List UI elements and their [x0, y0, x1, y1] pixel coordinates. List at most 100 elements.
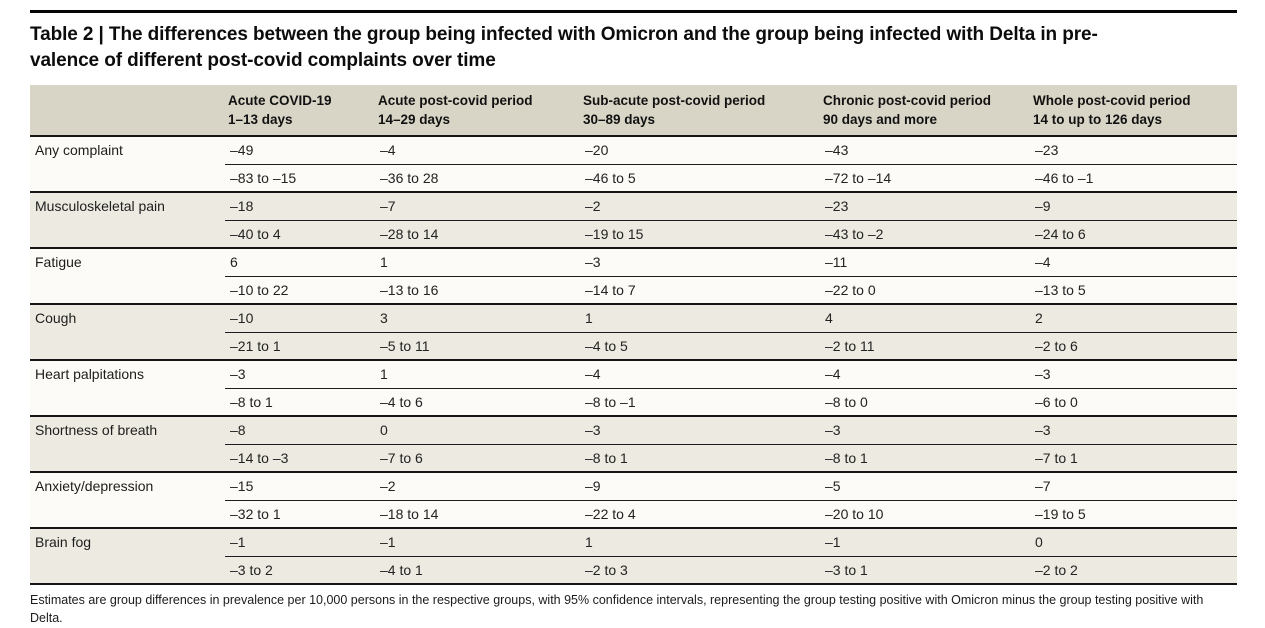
interval-cell: –8 to 1	[820, 444, 1030, 473]
estimate-cell: –3	[820, 416, 1030, 445]
complaint-label: Shortness of breath	[30, 416, 225, 473]
confidence-interval-row: –32 to 1 –18 to 14 –22 to 4 –20 to 10 –1…	[30, 500, 1237, 529]
interval-cell: –8 to –1	[580, 388, 820, 417]
estimate-cell: 4	[820, 304, 1030, 333]
column-label: Acute post-covid period	[378, 93, 533, 108]
column-label: Chronic post-covid period	[823, 93, 992, 108]
corner-cell	[30, 85, 225, 137]
estimate-cell: –3	[1030, 360, 1237, 389]
complaint-label: Musculoskeletal pain	[30, 192, 225, 249]
confidence-interval-row: –83 to –15 –36 to 28 –46 to 5 –72 to –14…	[30, 164, 1237, 193]
complaint-label: Cough	[30, 304, 225, 361]
estimate-row: Brain fog –1 –1 1 –1 0	[30, 528, 1237, 585]
interval-cell: –7 to 1	[1030, 444, 1237, 473]
estimate-cell: –3	[225, 360, 375, 389]
estimate-cell: –5	[820, 472, 1030, 501]
interval-cell: –5 to 11	[375, 332, 580, 361]
interval-cell: –14 to 7	[580, 276, 820, 305]
estimate-cell: –4	[375, 136, 580, 165]
estimate-cell: –3	[1030, 416, 1237, 445]
interval-cell: –2 to 2	[1030, 556, 1237, 585]
table-body: Any complaint –49 –4 –20 –43 –23 –83 to …	[30, 136, 1237, 585]
interval-cell: –40 to 4	[225, 220, 375, 249]
estimate-row: Heart palpitations –3 1 –4 –4 –3	[30, 360, 1237, 417]
estimate-cell: 0	[1030, 528, 1237, 557]
interval-cell: –13 to 16	[375, 276, 580, 305]
table-footnote: Estimates are group differences in preva…	[30, 593, 1204, 625]
complaint-label: Fatigue	[30, 248, 225, 305]
confidence-interval-row: –21 to 1 –5 to 11 –4 to 5 –2 to 11 –2 to…	[30, 332, 1237, 361]
estimate-cell: –4	[580, 360, 820, 389]
estimate-cell: –23	[1030, 136, 1237, 165]
estimate-cell: 1	[580, 304, 820, 333]
interval-cell: –18 to 14	[375, 500, 580, 529]
interval-cell: –24 to 6	[1030, 220, 1237, 249]
interval-cell: –21 to 1	[225, 332, 375, 361]
estimate-cell: –11	[820, 248, 1030, 277]
estimate-cell: –20	[580, 136, 820, 165]
interval-cell: –10 to 22	[225, 276, 375, 305]
interval-cell: –46 to –1	[1030, 164, 1237, 193]
estimate-row: Shortness of breath –8 0 –3 –3 –3	[30, 416, 1237, 473]
interval-cell: –4 to 6	[375, 388, 580, 417]
complaint-label: Any complaint	[30, 136, 225, 193]
table-header-row: Acute COVID-19 1–13 days Acute post-covi…	[30, 85, 1237, 137]
estimate-cell: –9	[1030, 192, 1237, 221]
interval-cell: –22 to 4	[580, 500, 820, 529]
estimate-cell: –4	[1030, 248, 1237, 277]
top-rule	[30, 10, 1237, 13]
interval-cell: –32 to 1	[225, 500, 375, 529]
estimate-cell: –49	[225, 136, 375, 165]
estimate-cell: –3	[580, 248, 820, 277]
interval-cell: –2 to 3	[580, 556, 820, 585]
estimate-cell: –1	[225, 528, 375, 557]
table-title: Table 2 | The differences between the gr…	[30, 22, 1237, 74]
interval-cell: –2 to 6	[1030, 332, 1237, 361]
estimate-cell: –9	[580, 472, 820, 501]
interval-cell: –22 to 0	[820, 276, 1030, 305]
interval-cell: –4 to 1	[375, 556, 580, 585]
column-header-acute-post-covid: Acute post-covid period 14–29 days	[375, 85, 580, 137]
estimate-cell: –7	[375, 192, 580, 221]
interval-cell: –13 to 5	[1030, 276, 1237, 305]
estimate-cell: –23	[820, 192, 1030, 221]
confidence-interval-row: –14 to –3 –7 to 6 –8 to 1 –8 to 1 –7 to …	[30, 444, 1237, 473]
estimate-cell: 1	[580, 528, 820, 557]
column-header-sub-acute-post-covid: Sub-acute post-covid period 30–89 days	[580, 85, 820, 137]
estimate-row: Musculoskeletal pain –18 –7 –2 –23 –9	[30, 192, 1237, 249]
estimate-cell: –4	[820, 360, 1030, 389]
estimate-cell: 3	[375, 304, 580, 333]
estimate-cell: 2	[1030, 304, 1237, 333]
estimate-cell: –10	[225, 304, 375, 333]
complaint-label: Brain fog	[30, 528, 225, 585]
estimate-row: Any complaint –49 –4 –20 –43 –23	[30, 136, 1237, 193]
column-sublabel: 14–29 days	[378, 112, 451, 127]
estimate-cell: –18	[225, 192, 375, 221]
interval-cell: –14 to –3	[225, 444, 375, 473]
table-title-line-2: valence of different post-covid complain…	[30, 50, 496, 71]
confidence-interval-row: –40 to 4 –28 to 14 –19 to 15 –43 to –2 –…	[30, 220, 1237, 249]
interval-cell: –72 to –14	[820, 164, 1030, 193]
interval-cell: –8 to 1	[580, 444, 820, 473]
estimate-cell: –3	[580, 416, 820, 445]
estimate-cell: 6	[225, 248, 375, 277]
interval-cell: –28 to 14	[375, 220, 580, 249]
column-sublabel: 14 to up to 126 days	[1033, 112, 1163, 127]
interval-cell: –46 to 5	[580, 164, 820, 193]
interval-cell: –36 to 28	[375, 164, 580, 193]
complaint-label: Heart palpitations	[30, 360, 225, 417]
table-header: Acute COVID-19 1–13 days Acute post-covi…	[30, 85, 1237, 137]
interval-cell: –3 to 2	[225, 556, 375, 585]
estimate-row: Fatigue 6 1 –3 –11 –4	[30, 248, 1237, 305]
results-table: Acute COVID-19 1–13 days Acute post-covi…	[30, 85, 1237, 585]
confidence-interval-row: –8 to 1 –4 to 6 –8 to –1 –8 to 0 –6 to 0	[30, 388, 1237, 417]
confidence-interval-row: –10 to 22 –13 to 16 –14 to 7 –22 to 0 –1…	[30, 276, 1237, 305]
estimate-cell: –15	[225, 472, 375, 501]
estimate-row: Cough –10 3 1 4 2	[30, 304, 1237, 361]
interval-cell: –4 to 5	[580, 332, 820, 361]
column-header-acute-covid: Acute COVID-19 1–13 days	[225, 85, 375, 137]
column-sublabel: 1–13 days	[228, 112, 293, 127]
estimate-cell: 1	[375, 360, 580, 389]
interval-cell: –19 to 15	[580, 220, 820, 249]
